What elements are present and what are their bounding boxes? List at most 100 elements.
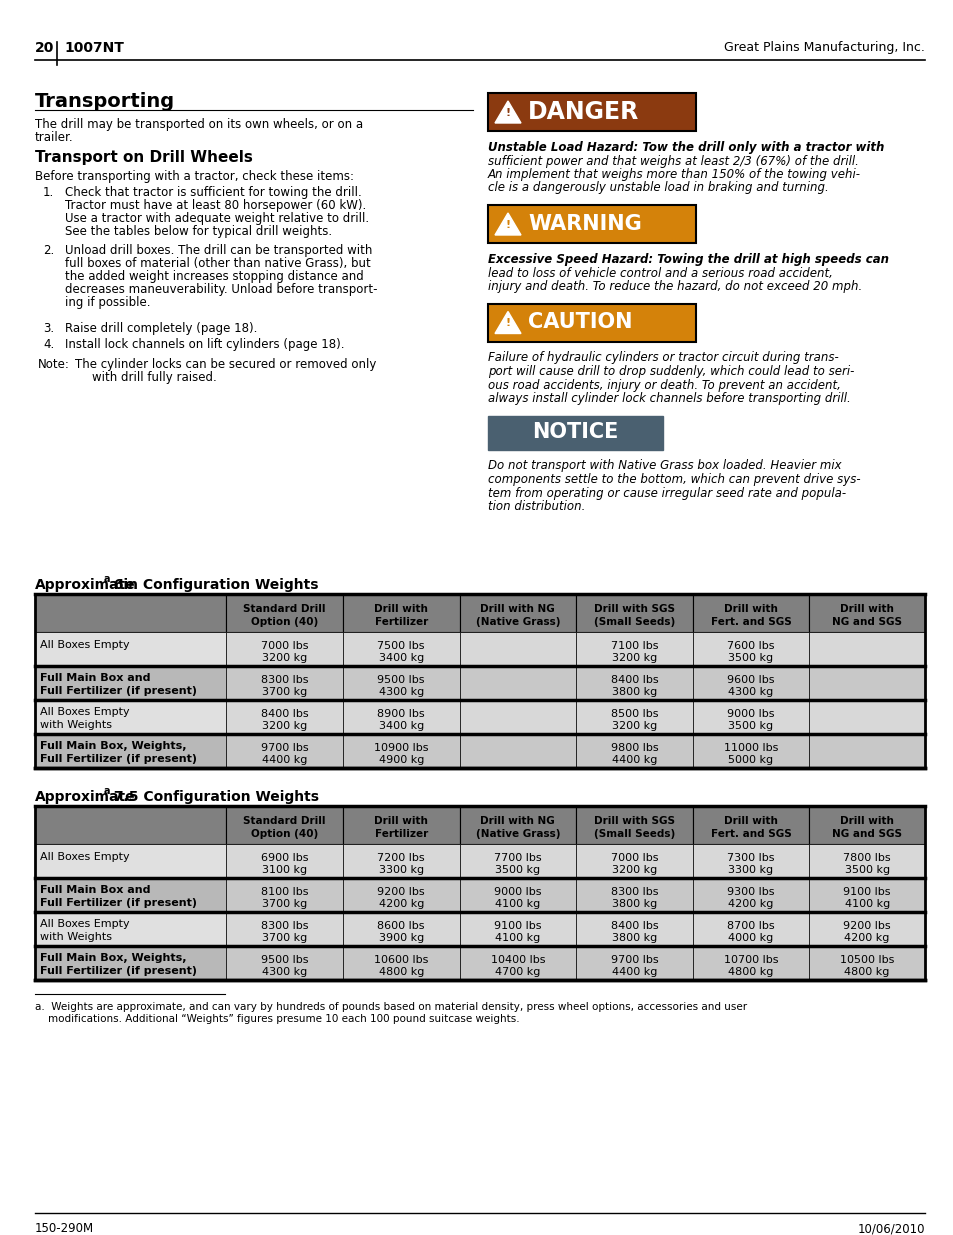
- Text: cle is a dangerously unstable load in braking and turning.: cle is a dangerously unstable load in br…: [488, 182, 828, 194]
- Text: a.  Weights are approximate, and can vary by hundreds of pounds based on materia: a. Weights are approximate, and can vary…: [35, 1002, 746, 1011]
- Text: 8300 lbs: 8300 lbs: [260, 921, 308, 931]
- Text: NOTICE: NOTICE: [532, 422, 618, 442]
- Text: 7300 lbs: 7300 lbs: [726, 853, 774, 863]
- Text: 3800 kg: 3800 kg: [611, 932, 657, 944]
- FancyBboxPatch shape: [692, 844, 808, 878]
- Text: Full Fertilizer (if present): Full Fertilizer (if present): [40, 685, 196, 697]
- Text: Before transporting with a tractor, check these items:: Before transporting with a tractor, chec…: [35, 170, 354, 183]
- Text: 8900 lbs: 8900 lbs: [377, 709, 425, 719]
- Text: 8700 lbs: 8700 lbs: [726, 921, 774, 931]
- FancyBboxPatch shape: [808, 911, 924, 946]
- Text: Fert. and SGS: Fert. and SGS: [710, 829, 791, 839]
- FancyBboxPatch shape: [808, 734, 924, 768]
- FancyBboxPatch shape: [808, 700, 924, 734]
- Text: 4100 kg: 4100 kg: [843, 899, 889, 909]
- Text: !: !: [505, 107, 510, 119]
- FancyBboxPatch shape: [488, 415, 662, 450]
- Text: 4100 kg: 4100 kg: [495, 899, 540, 909]
- Text: 3.: 3.: [43, 322, 54, 335]
- FancyBboxPatch shape: [226, 911, 342, 946]
- Text: 3400 kg: 3400 kg: [378, 721, 423, 731]
- Text: 7200 lbs: 7200 lbs: [377, 853, 425, 863]
- Text: Drill with NG: Drill with NG: [480, 816, 555, 826]
- Text: 3200 kg: 3200 kg: [262, 721, 307, 731]
- FancyBboxPatch shape: [342, 946, 459, 981]
- Text: 7100 lbs: 7100 lbs: [610, 641, 658, 651]
- Text: Full Main Box and: Full Main Box and: [40, 673, 151, 683]
- Text: 3700 kg: 3700 kg: [262, 932, 307, 944]
- Text: 8100 lbs: 8100 lbs: [260, 887, 308, 897]
- Text: See the tables below for typical drill weights.: See the tables below for typical drill w…: [65, 225, 332, 238]
- Text: the added weight increases stopping distance and: the added weight increases stopping dist…: [65, 270, 363, 283]
- FancyBboxPatch shape: [226, 946, 342, 981]
- FancyBboxPatch shape: [576, 806, 692, 844]
- Text: Drill with: Drill with: [374, 604, 428, 614]
- FancyBboxPatch shape: [576, 594, 692, 632]
- Text: 7700 lbs: 7700 lbs: [494, 853, 541, 863]
- FancyBboxPatch shape: [576, 946, 692, 981]
- Text: 4300 kg: 4300 kg: [378, 687, 423, 697]
- Text: 4400 kg: 4400 kg: [611, 967, 657, 977]
- Text: ous road accidents, injury or death. To prevent an accident,: ous road accidents, injury or death. To …: [488, 378, 840, 391]
- FancyBboxPatch shape: [342, 666, 459, 700]
- Text: Drill with: Drill with: [723, 816, 777, 826]
- FancyBboxPatch shape: [35, 700, 226, 734]
- Text: 4300 kg: 4300 kg: [262, 967, 307, 977]
- Text: 4300 kg: 4300 kg: [728, 687, 773, 697]
- Text: 9000 lbs: 9000 lbs: [726, 709, 774, 719]
- FancyBboxPatch shape: [226, 666, 342, 700]
- FancyBboxPatch shape: [459, 878, 576, 911]
- Text: 4000 kg: 4000 kg: [728, 932, 773, 944]
- Text: Full Main Box, Weights,: Full Main Box, Weights,: [40, 741, 186, 751]
- Text: Transport on Drill Wheels: Transport on Drill Wheels: [35, 149, 253, 165]
- FancyBboxPatch shape: [692, 594, 808, 632]
- Text: components settle to the bottom, which can prevent drive sys-: components settle to the bottom, which c…: [488, 473, 860, 487]
- FancyBboxPatch shape: [459, 700, 576, 734]
- Text: NG and SGS: NG and SGS: [831, 618, 902, 627]
- Text: 8400 lbs: 8400 lbs: [610, 921, 658, 931]
- FancyBboxPatch shape: [342, 594, 459, 632]
- Text: 4200 kg: 4200 kg: [378, 899, 423, 909]
- FancyBboxPatch shape: [459, 632, 576, 666]
- Text: 5000 kg: 5000 kg: [728, 755, 773, 764]
- Text: 8500 lbs: 8500 lbs: [610, 709, 658, 719]
- Text: 10600 lbs: 10600 lbs: [374, 955, 428, 965]
- Text: !: !: [505, 220, 510, 230]
- Text: 9100 lbs: 9100 lbs: [842, 887, 890, 897]
- FancyBboxPatch shape: [808, 594, 924, 632]
- Text: Tractor must have at least 80 horsepower (60 kW).: Tractor must have at least 80 horsepower…: [65, 199, 366, 212]
- FancyBboxPatch shape: [692, 734, 808, 768]
- Text: 4200 kg: 4200 kg: [843, 932, 889, 944]
- Polygon shape: [495, 311, 520, 333]
- Text: Full Fertilizer (if present): Full Fertilizer (if present): [40, 755, 196, 764]
- Text: All Boxes Empty: All Boxes Empty: [40, 919, 130, 929]
- Text: 3800 kg: 3800 kg: [611, 687, 657, 697]
- Text: Unstable Load Hazard: Tow the drill only with a tractor with: Unstable Load Hazard: Tow the drill only…: [488, 141, 883, 154]
- FancyBboxPatch shape: [342, 878, 459, 911]
- Text: Unload drill boxes. The drill can be transported with: Unload drill boxes. The drill can be tra…: [65, 245, 372, 257]
- FancyBboxPatch shape: [692, 700, 808, 734]
- Text: 4800 kg: 4800 kg: [378, 967, 423, 977]
- FancyBboxPatch shape: [692, 632, 808, 666]
- Text: 3200 kg: 3200 kg: [611, 721, 657, 731]
- Text: 3300 kg: 3300 kg: [378, 864, 423, 876]
- Text: All Boxes Empty: All Boxes Empty: [40, 640, 130, 650]
- Text: Transporting: Transporting: [35, 91, 175, 111]
- Text: 7600 lbs: 7600 lbs: [726, 641, 774, 651]
- Polygon shape: [495, 212, 520, 235]
- Text: (Small Seeds): (Small Seeds): [593, 618, 675, 627]
- FancyBboxPatch shape: [692, 911, 808, 946]
- Text: Approximate: Approximate: [35, 790, 135, 804]
- FancyBboxPatch shape: [576, 878, 692, 911]
- FancyBboxPatch shape: [576, 734, 692, 768]
- Text: Do not transport with Native Grass box loaded. Heavier mix: Do not transport with Native Grass box l…: [488, 459, 841, 473]
- Text: Standard Drill: Standard Drill: [243, 816, 326, 826]
- Text: Drill with: Drill with: [723, 604, 777, 614]
- Text: 3200 kg: 3200 kg: [262, 653, 307, 663]
- Text: Full Main Box, Weights,: Full Main Box, Weights,: [40, 953, 186, 963]
- FancyBboxPatch shape: [459, 946, 576, 981]
- FancyBboxPatch shape: [226, 700, 342, 734]
- FancyBboxPatch shape: [808, 878, 924, 911]
- FancyBboxPatch shape: [692, 946, 808, 981]
- Text: 1007NT: 1007NT: [64, 41, 124, 56]
